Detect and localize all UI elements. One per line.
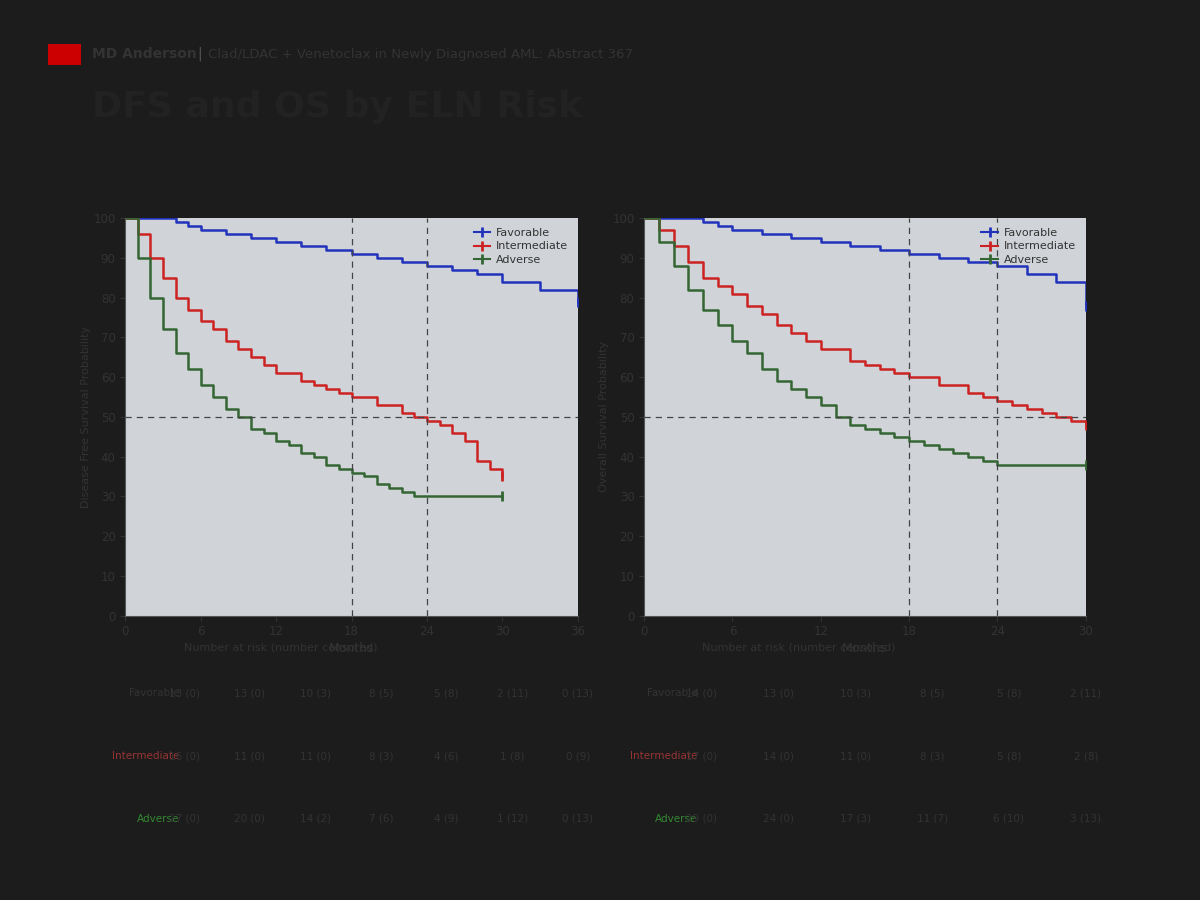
Text: 7 (6): 7 (6) [368, 814, 394, 824]
Text: 24 (0): 24 (0) [763, 814, 794, 824]
Y-axis label: Disease Free Survival Probability: Disease Free Survival Probability [80, 326, 90, 508]
Text: Favorable: Favorable [647, 688, 697, 698]
Text: 5 (8): 5 (8) [997, 688, 1021, 698]
Text: Favorable: Favorable [130, 688, 180, 698]
Text: Adverse: Adverse [137, 814, 180, 824]
Text: 17 (0): 17 (0) [686, 751, 718, 761]
Legend: Favorable, Intermediate, Adverse: Favorable, Intermediate, Adverse [977, 224, 1080, 269]
Text: 20 (0): 20 (0) [234, 814, 265, 824]
Text: 11 (0): 11 (0) [234, 751, 265, 761]
Text: 13 (0): 13 (0) [234, 688, 265, 698]
Text: Number at risk (number censored): Number at risk (number censored) [702, 643, 895, 652]
Text: 6 (10): 6 (10) [994, 814, 1025, 824]
Text: 14 (2): 14 (2) [300, 814, 331, 824]
Text: 10 (3): 10 (3) [300, 688, 331, 698]
Text: 14 (0): 14 (0) [763, 751, 794, 761]
Text: 27 (0): 27 (0) [169, 814, 199, 824]
Text: 2 (11): 2 (11) [1070, 688, 1102, 698]
Text: Intermediate: Intermediate [630, 751, 697, 761]
Text: 1 (12): 1 (12) [497, 814, 528, 824]
Text: 4 (6): 4 (6) [434, 751, 458, 761]
Text: 17 (3): 17 (3) [840, 814, 871, 824]
Text: 13 (0): 13 (0) [169, 688, 199, 698]
Text: 8 (5): 8 (5) [368, 688, 394, 698]
Text: 0 (13): 0 (13) [563, 688, 594, 698]
Text: 29 (0): 29 (0) [686, 814, 718, 824]
Text: 0 (13): 0 (13) [563, 814, 594, 824]
Text: 1 (8): 1 (8) [500, 751, 524, 761]
Text: DFS and OS by ELN Risk: DFS and OS by ELN Risk [92, 90, 582, 124]
Text: 3 (13): 3 (13) [1070, 814, 1102, 824]
Text: 11 (0): 11 (0) [300, 751, 331, 761]
Text: 10 (3): 10 (3) [840, 688, 871, 698]
Text: MD Anderson: MD Anderson [92, 47, 197, 61]
Text: 2 (11): 2 (11) [497, 688, 528, 698]
Text: |: | [197, 47, 202, 61]
Text: 2 (8): 2 (8) [1074, 751, 1098, 761]
Text: 5 (8): 5 (8) [434, 688, 458, 698]
Text: 5 (8): 5 (8) [997, 751, 1021, 761]
Text: 13 (0): 13 (0) [763, 688, 794, 698]
Text: Intermediate: Intermediate [113, 751, 180, 761]
Text: Adverse: Adverse [655, 814, 697, 824]
Legend: Favorable, Intermediate, Adverse: Favorable, Intermediate, Adverse [469, 224, 572, 269]
Y-axis label: Overall Survival Probability: Overall Survival Probability [600, 341, 610, 492]
Text: 14 (0): 14 (0) [686, 688, 718, 698]
Text: 16 (0): 16 (0) [169, 751, 199, 761]
Bar [48, 44, 82, 65]
Text: Clad/LDAC + Venetoclax in Newly Diagnosed AML: Abstract 367: Clad/LDAC + Venetoclax in Newly Diagnose… [208, 48, 634, 60]
Text: 0 (9): 0 (9) [565, 751, 590, 761]
Text: 11 (0): 11 (0) [840, 751, 871, 761]
Text: 8 (3): 8 (3) [920, 751, 944, 761]
Text: 11 (7): 11 (7) [917, 814, 948, 824]
X-axis label: Months: Months [842, 643, 888, 655]
Text: Number at risk (number censored): Number at risk (number censored) [184, 643, 378, 652]
X-axis label: Months: Months [329, 643, 374, 655]
Text: 4 (9): 4 (9) [434, 814, 458, 824]
Text: 8 (3): 8 (3) [368, 751, 394, 761]
Text: 8 (5): 8 (5) [920, 688, 944, 698]
